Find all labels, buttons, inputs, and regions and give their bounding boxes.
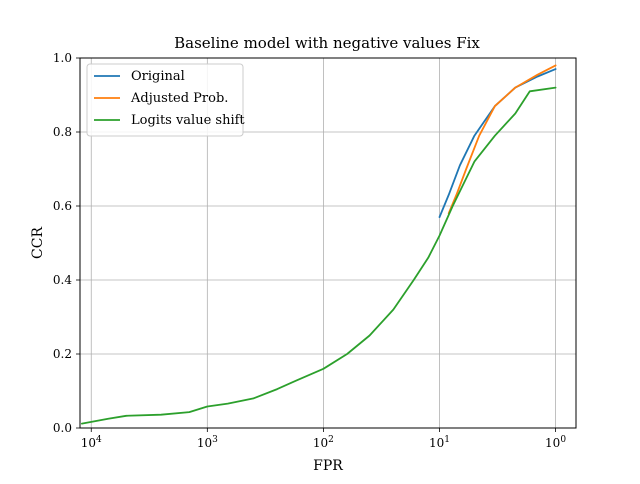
- series-line-1: [447, 64, 557, 215]
- legend-box: [86, 63, 244, 137]
- legend-label: Original: [131, 69, 185, 84]
- y-tick-label: 0.0: [53, 421, 72, 435]
- plot-frame: [79, 57, 577, 429]
- series-line-0: [438, 68, 557, 219]
- chart-title: Baseline model with negative values Fix: [174, 34, 480, 52]
- series-line-2: [81, 86, 557, 425]
- y-tick-label: 1.0: [53, 51, 72, 65]
- legend: Original Adjusted Prob. Logits value shift: [86, 63, 245, 137]
- x-tick-label: 102: [313, 435, 334, 450]
- x-axis-label: FPR: [313, 458, 343, 474]
- x-tick-label: 104: [81, 435, 102, 450]
- y-tick-label: 0.4: [53, 273, 72, 287]
- legend-label: Logits value shift: [131, 113, 245, 128]
- legend-label: Adjusted Prob.: [130, 91, 228, 106]
- y-axis-ticks: 0.0 0.2 0.4 0.6 0.8 1.0: [53, 51, 80, 435]
- x-axis-ticks: 104 103 102 101 100: [81, 428, 566, 450]
- y-tick-label: 0.8: [53, 125, 72, 139]
- y-tick-label: 0.2: [53, 347, 72, 361]
- x-tick-label: 100: [545, 435, 566, 450]
- x-tick-label: 103: [197, 435, 218, 450]
- series-lines: [81, 64, 557, 425]
- y-tick-label: 0.6: [53, 199, 72, 213]
- x-tick-label: 101: [429, 435, 450, 450]
- y-axis-label: CCR: [30, 227, 46, 259]
